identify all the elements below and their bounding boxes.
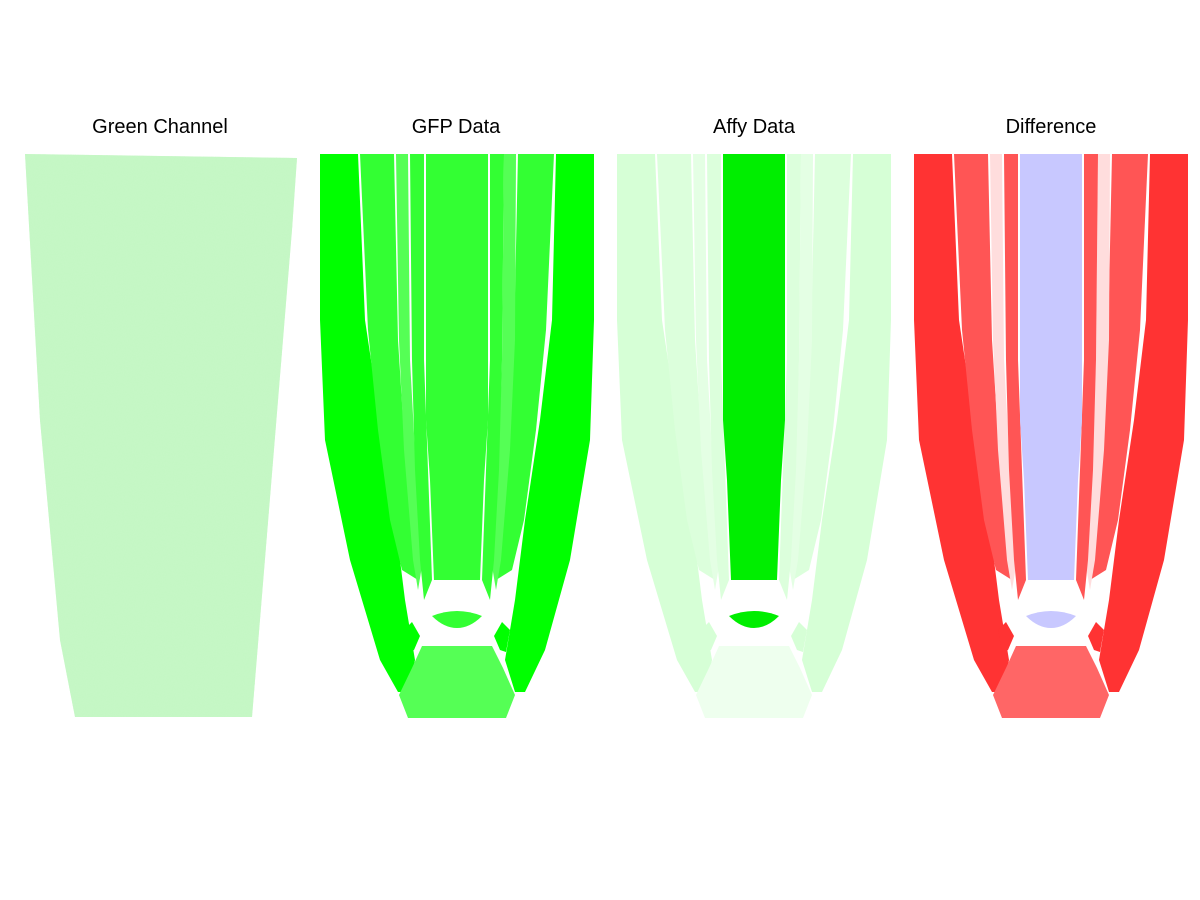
epidermis-right: [1099, 154, 1188, 692]
columella: [993, 646, 1109, 718]
stem-cell-left: [998, 622, 1014, 652]
stele: [1020, 154, 1082, 580]
difference-title: Difference: [1005, 116, 1097, 138]
epidermis-left: [320, 154, 415, 692]
pericycle-left: [707, 154, 729, 600]
pericycle-left: [1004, 154, 1026, 600]
difference-root-diagram: [914, 154, 1188, 718]
cortex-right: [1090, 154, 1148, 580]
gfp-root-diagram: [320, 154, 594, 718]
gfp-data-title: GFP Data: [411, 116, 501, 138]
cortex-right: [496, 154, 554, 580]
pericycle-right: [779, 154, 801, 600]
epidermis-right: [505, 154, 594, 692]
pericycle-right: [1076, 154, 1098, 600]
quiescent-center: [1026, 611, 1076, 628]
quiescent-center: [729, 611, 779, 628]
epidermis-left: [914, 154, 1009, 692]
pericycle-left: [410, 154, 432, 600]
stem-cell-left: [701, 622, 717, 652]
stem-cell-right: [494, 622, 510, 652]
green-channel-image: [25, 154, 297, 717]
cortex-left: [360, 154, 418, 580]
cortex-left: [954, 154, 1012, 580]
columella: [399, 646, 515, 718]
epidermis-left: [617, 154, 712, 692]
stem-cell-right: [1088, 622, 1104, 652]
affy-root-diagram: [617, 154, 891, 718]
stem-cell-left: [404, 622, 420, 652]
columella: [696, 646, 812, 718]
cortex-right: [793, 154, 851, 580]
cortex-left: [657, 154, 715, 580]
stele: [723, 154, 785, 580]
stele: [426, 154, 488, 580]
pericycle-right: [482, 154, 504, 600]
quiescent-center: [432, 611, 482, 628]
stem-cell-right: [791, 622, 807, 652]
epidermis-right: [802, 154, 891, 692]
affy-data-title: Affy Data: [713, 116, 795, 138]
green-channel-title: Green Channel: [92, 116, 228, 138]
